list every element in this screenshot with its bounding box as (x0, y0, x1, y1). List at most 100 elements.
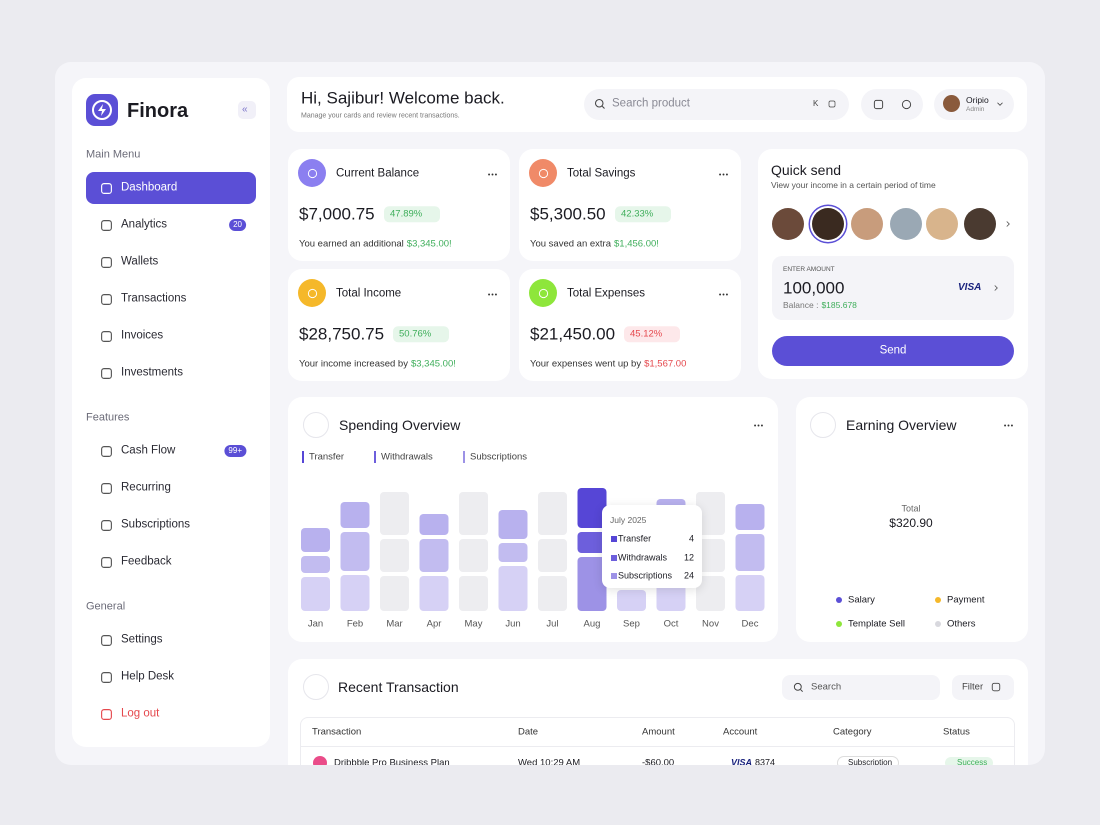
filter-button[interactable] (952, 675, 1014, 700)
stat-note: Your income increased by $3,345.00! (299, 358, 456, 370)
collapse-button[interactable] (238, 101, 256, 119)
chart-tooltip: July 2025 Transfer 4 Withdrawals 12 Subscript… (602, 505, 702, 588)
spending-card (288, 397, 778, 642)
earning-icon (810, 412, 836, 438)
frame-bottom-mask (0, 765, 1100, 825)
icon (100, 634, 112, 646)
legend-label: Transfer (309, 451, 345, 463)
amount-box (772, 256, 1014, 320)
icon-shape (828, 100, 836, 108)
nav-badge: 20 (229, 219, 246, 231)
spending-title: Spending Overview (339, 417, 461, 433)
stat-note-value: $1,456.00! (614, 238, 659, 250)
stat-change: 47.89% (384, 206, 441, 222)
stat-amount: $5,300.50 (530, 204, 606, 224)
icon (991, 682, 1001, 692)
icon (100, 256, 112, 268)
logo-bolt (98, 104, 106, 116)
month-label: Sep (623, 618, 640, 630)
contact-avatar[interactable] (926, 208, 958, 240)
icon (100, 556, 112, 568)
logo-mark (86, 94, 118, 126)
card-brand: VISA (958, 282, 982, 293)
contact-avatar[interactable] (964, 208, 996, 240)
column-header[interactable]: Transaction (312, 726, 362, 738)
stat-note: Your expenses went up by $1,567.00 (530, 358, 687, 370)
contact-avatar[interactable] (772, 208, 804, 240)
icon-dot (725, 173, 728, 175)
tooltip-title: July 2025 (610, 514, 647, 525)
tooltip-label: Transfer (618, 533, 652, 544)
stat-amount: $28,750.75 (299, 324, 385, 344)
legend-swatch (463, 451, 465, 463)
legend-swatch (302, 451, 304, 463)
icon-dot (491, 173, 493, 175)
month-label: Jan (307, 618, 324, 630)
icon (994, 285, 998, 291)
nav-item[interactable]: Dashboard (121, 181, 178, 194)
icon-shape (100, 330, 112, 342)
icon (100, 182, 112, 194)
icon-shape (1006, 221, 1010, 227)
nav-item[interactable]: Invoices (121, 329, 164, 342)
icon-shape (100, 293, 112, 305)
column-header[interactable]: Amount (642, 726, 675, 738)
icon (487, 293, 497, 295)
icon-dot (494, 173, 497, 175)
column-header[interactable]: Date (518, 726, 539, 738)
nav-item[interactable]: Analytics (121, 218, 168, 231)
icon-shape (100, 556, 112, 568)
search-placeholder: Search (811, 681, 842, 693)
icon (100, 367, 112, 379)
stat-note-value: $3,345.00! (406, 238, 452, 250)
table-divider (301, 746, 1014, 747)
column-header[interactable]: Status (943, 726, 970, 738)
icon-shape (100, 708, 112, 720)
contact-avatar[interactable] (890, 208, 922, 240)
search-box[interactable] (584, 89, 849, 120)
icon-dot (1007, 424, 1009, 426)
nav-item[interactable]: Settings (121, 633, 163, 646)
send-label[interactable]: Send (879, 344, 907, 357)
nav-item[interactable]: Wallets (121, 255, 159, 268)
filter-label[interactable]: Filter (962, 681, 984, 693)
legend-label: Payment (947, 594, 985, 606)
nav-item[interactable]: Log out (121, 707, 160, 720)
cell-account: 8374 (755, 757, 776, 768)
nav-item[interactable]: Investments (121, 366, 183, 379)
nav-item[interactable]: Recurring (121, 481, 171, 494)
icon-shape (994, 285, 998, 291)
icon (487, 173, 497, 175)
nav-item[interactable]: Help Desk (121, 670, 175, 683)
nav-item[interactable]: Transactions (121, 292, 187, 305)
icon (100, 671, 112, 683)
transactions-search[interactable] (782, 675, 940, 700)
icon-shape (100, 367, 112, 379)
column-header[interactable]: Category (833, 726, 872, 738)
stat-note: You earned an additional $3,345.00! (299, 238, 452, 250)
icon-shape (799, 688, 803, 692)
icon-shape (100, 182, 112, 194)
balance-label: Balance : $185.678 (783, 299, 857, 310)
icon-shape (873, 99, 883, 109)
nav-item[interactable]: Feedback (121, 555, 172, 568)
nav-item[interactable]: Subscriptions (121, 518, 191, 531)
nav-item[interactable]: Cash Flow (121, 444, 176, 457)
stat-amount: $7,000.75 (299, 204, 375, 224)
shortcut-key: K (813, 99, 819, 108)
send-button[interactable] (772, 336, 1014, 366)
user-name: Oripio (966, 94, 989, 105)
nav-active[interactable] (86, 172, 256, 204)
tooltip-value: 4 (688, 533, 694, 544)
icon-dot (487, 293, 490, 295)
icon (100, 219, 112, 231)
column-header[interactable]: Account (723, 726, 758, 738)
icon (1006, 221, 1010, 227)
contact-avatar[interactable] (812, 208, 844, 240)
contact-avatar[interactable] (851, 208, 883, 240)
month-label: Aug (583, 618, 601, 630)
tooltip-swatch (611, 536, 617, 542)
icon-dot (494, 293, 497, 295)
icon-shape (901, 99, 911, 109)
donut-total: $320.90 (889, 516, 933, 530)
